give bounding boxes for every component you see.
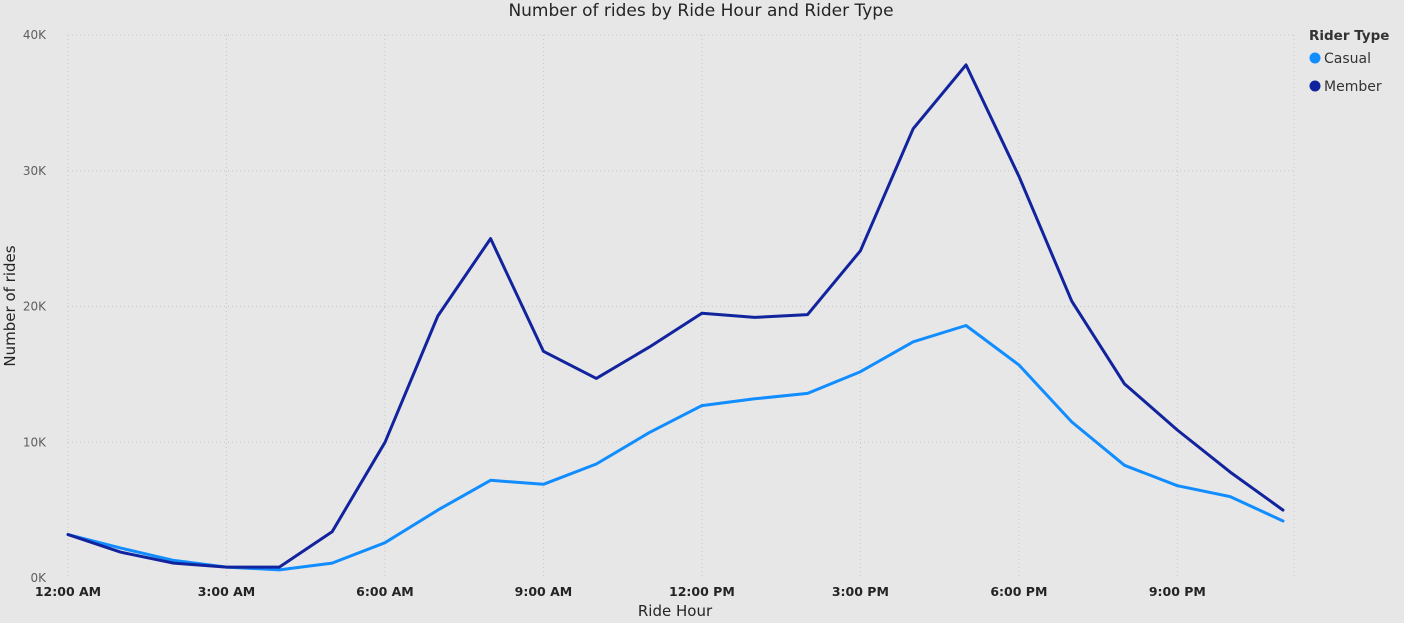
y-tick-label: 10K	[23, 435, 47, 449]
x-tick-label: 12:00 AM	[35, 584, 101, 599]
series-lines	[66, 63, 1285, 572]
legend-label-casual: Casual	[1324, 51, 1371, 67]
legend-marker-member	[1309, 80, 1321, 92]
x-tick-label: 9:00 PM	[1149, 584, 1206, 599]
x-tick-label: 12:00 PM	[669, 584, 735, 599]
x-axis-label: Ride Hour	[638, 602, 713, 620]
x-tick-label: 6:00 PM	[990, 584, 1047, 599]
y-axis-ticks: 0K 10K 20K 30K 40K	[23, 28, 47, 585]
legend-marker-casual	[1309, 52, 1321, 64]
x-tick-label: 3:00 PM	[832, 584, 889, 599]
x-tick-label: 9:00 AM	[515, 584, 573, 599]
y-axis-label: Number of rides	[1, 245, 19, 366]
y-tick-label: 20K	[23, 300, 47, 314]
series-line-member	[66, 63, 1285, 569]
gridlines	[67, 34, 1295, 578]
legend-label-member: Member	[1324, 79, 1382, 95]
legend: Rider Type Casual Member	[1309, 28, 1389, 95]
y-tick-label: 40K	[23, 28, 47, 42]
x-tick-label: 6:00 AM	[356, 584, 414, 599]
series-line-casual	[66, 324, 1285, 572]
x-axis-ticks: 12:00 AM 3:00 AM 6:00 AM 9:00 AM 12:00 PM 3:0…	[35, 584, 1206, 599]
x-tick-label: 3:00 AM	[198, 584, 256, 599]
y-tick-label: 30K	[23, 164, 47, 178]
y-tick-label: 0K	[30, 571, 47, 585]
legend-title: Rider Type	[1309, 28, 1389, 44]
chart-title: Number of rides by Ride Hour and Rider T…	[508, 1, 893, 21]
